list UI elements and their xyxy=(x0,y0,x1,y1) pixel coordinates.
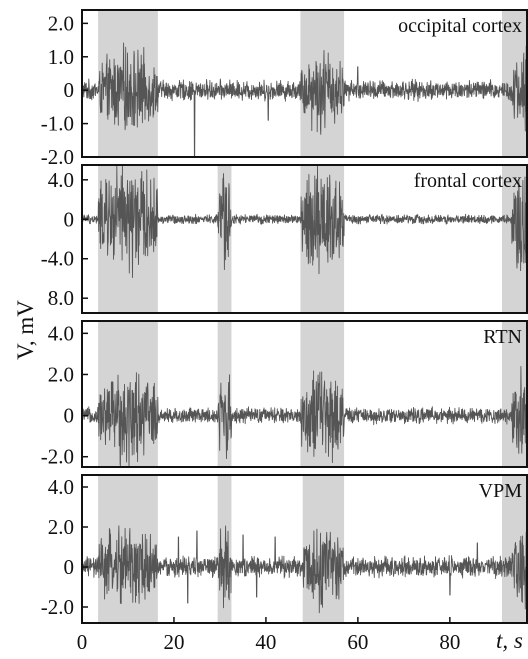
x-tick-label: 0 xyxy=(77,630,88,654)
y-tick-label: 1.0 xyxy=(48,45,74,69)
panel-label: occipital cortex xyxy=(398,15,522,37)
y-tick-label: 0 xyxy=(64,78,75,102)
y-tick-label: 8.0 xyxy=(48,286,74,310)
y-tick-label: 2.0 xyxy=(48,515,74,539)
signal-trace xyxy=(81,165,528,278)
panel-label: frontal cortex xyxy=(414,170,522,192)
signal-trace xyxy=(81,42,528,158)
panel-4: 4.0 2.0 0 -2.0 VPM xyxy=(41,474,528,624)
y-tick-label: 4.0 xyxy=(48,475,74,499)
x-tick-label: 20 xyxy=(163,630,184,654)
x-axis: 0 20 40 60 80 xyxy=(77,617,460,654)
y-tick-label: 0 xyxy=(64,207,75,231)
y-tick-label: -1.0 xyxy=(41,112,74,136)
y-tick-label: -4.0 xyxy=(41,247,74,271)
signal-trace xyxy=(81,525,528,614)
x-tick-label: 80 xyxy=(439,630,460,654)
panel-label: VPM xyxy=(479,480,523,502)
panel-frame xyxy=(81,9,528,158)
y-tick-label: -2.0 xyxy=(41,595,74,619)
y-tick-label: 2.0 xyxy=(48,11,74,35)
y-axis-label: V, mV xyxy=(13,300,38,360)
panels-group: 2.0 1.0 0 -1.0 -2.0 occipital cortex 4.0 0 -4.0 8… xyxy=(41,9,528,624)
x-tick-label: 60 xyxy=(347,630,368,654)
x-axis-label: t, s xyxy=(496,628,523,653)
y-tick-label: 0 xyxy=(64,555,75,579)
y-tick-label: 0 xyxy=(64,404,75,428)
panel-1: 2.0 1.0 0 -1.0 -2.0 occipital cortex xyxy=(41,9,528,169)
y-tick-label: 2.0 xyxy=(48,362,74,386)
x-tick-label: 40 xyxy=(255,630,276,654)
y-tick-label: 4.0 xyxy=(48,321,74,345)
panel-3: 4.0 2.0 0 -2.0 RTN xyxy=(41,320,528,469)
panel-frame xyxy=(81,164,528,314)
panel-frame xyxy=(81,320,528,468)
y-tick-label: -2.0 xyxy=(41,445,74,469)
signal-trace xyxy=(81,366,528,468)
panel-frame xyxy=(81,474,528,624)
panel-label: RTN xyxy=(483,326,522,348)
y-tick-label: -2.0 xyxy=(41,145,74,169)
panel-2: 4.0 0 -4.0 8.0 frontal cortex xyxy=(41,164,528,314)
y-tick-label: 4.0 xyxy=(48,168,74,192)
